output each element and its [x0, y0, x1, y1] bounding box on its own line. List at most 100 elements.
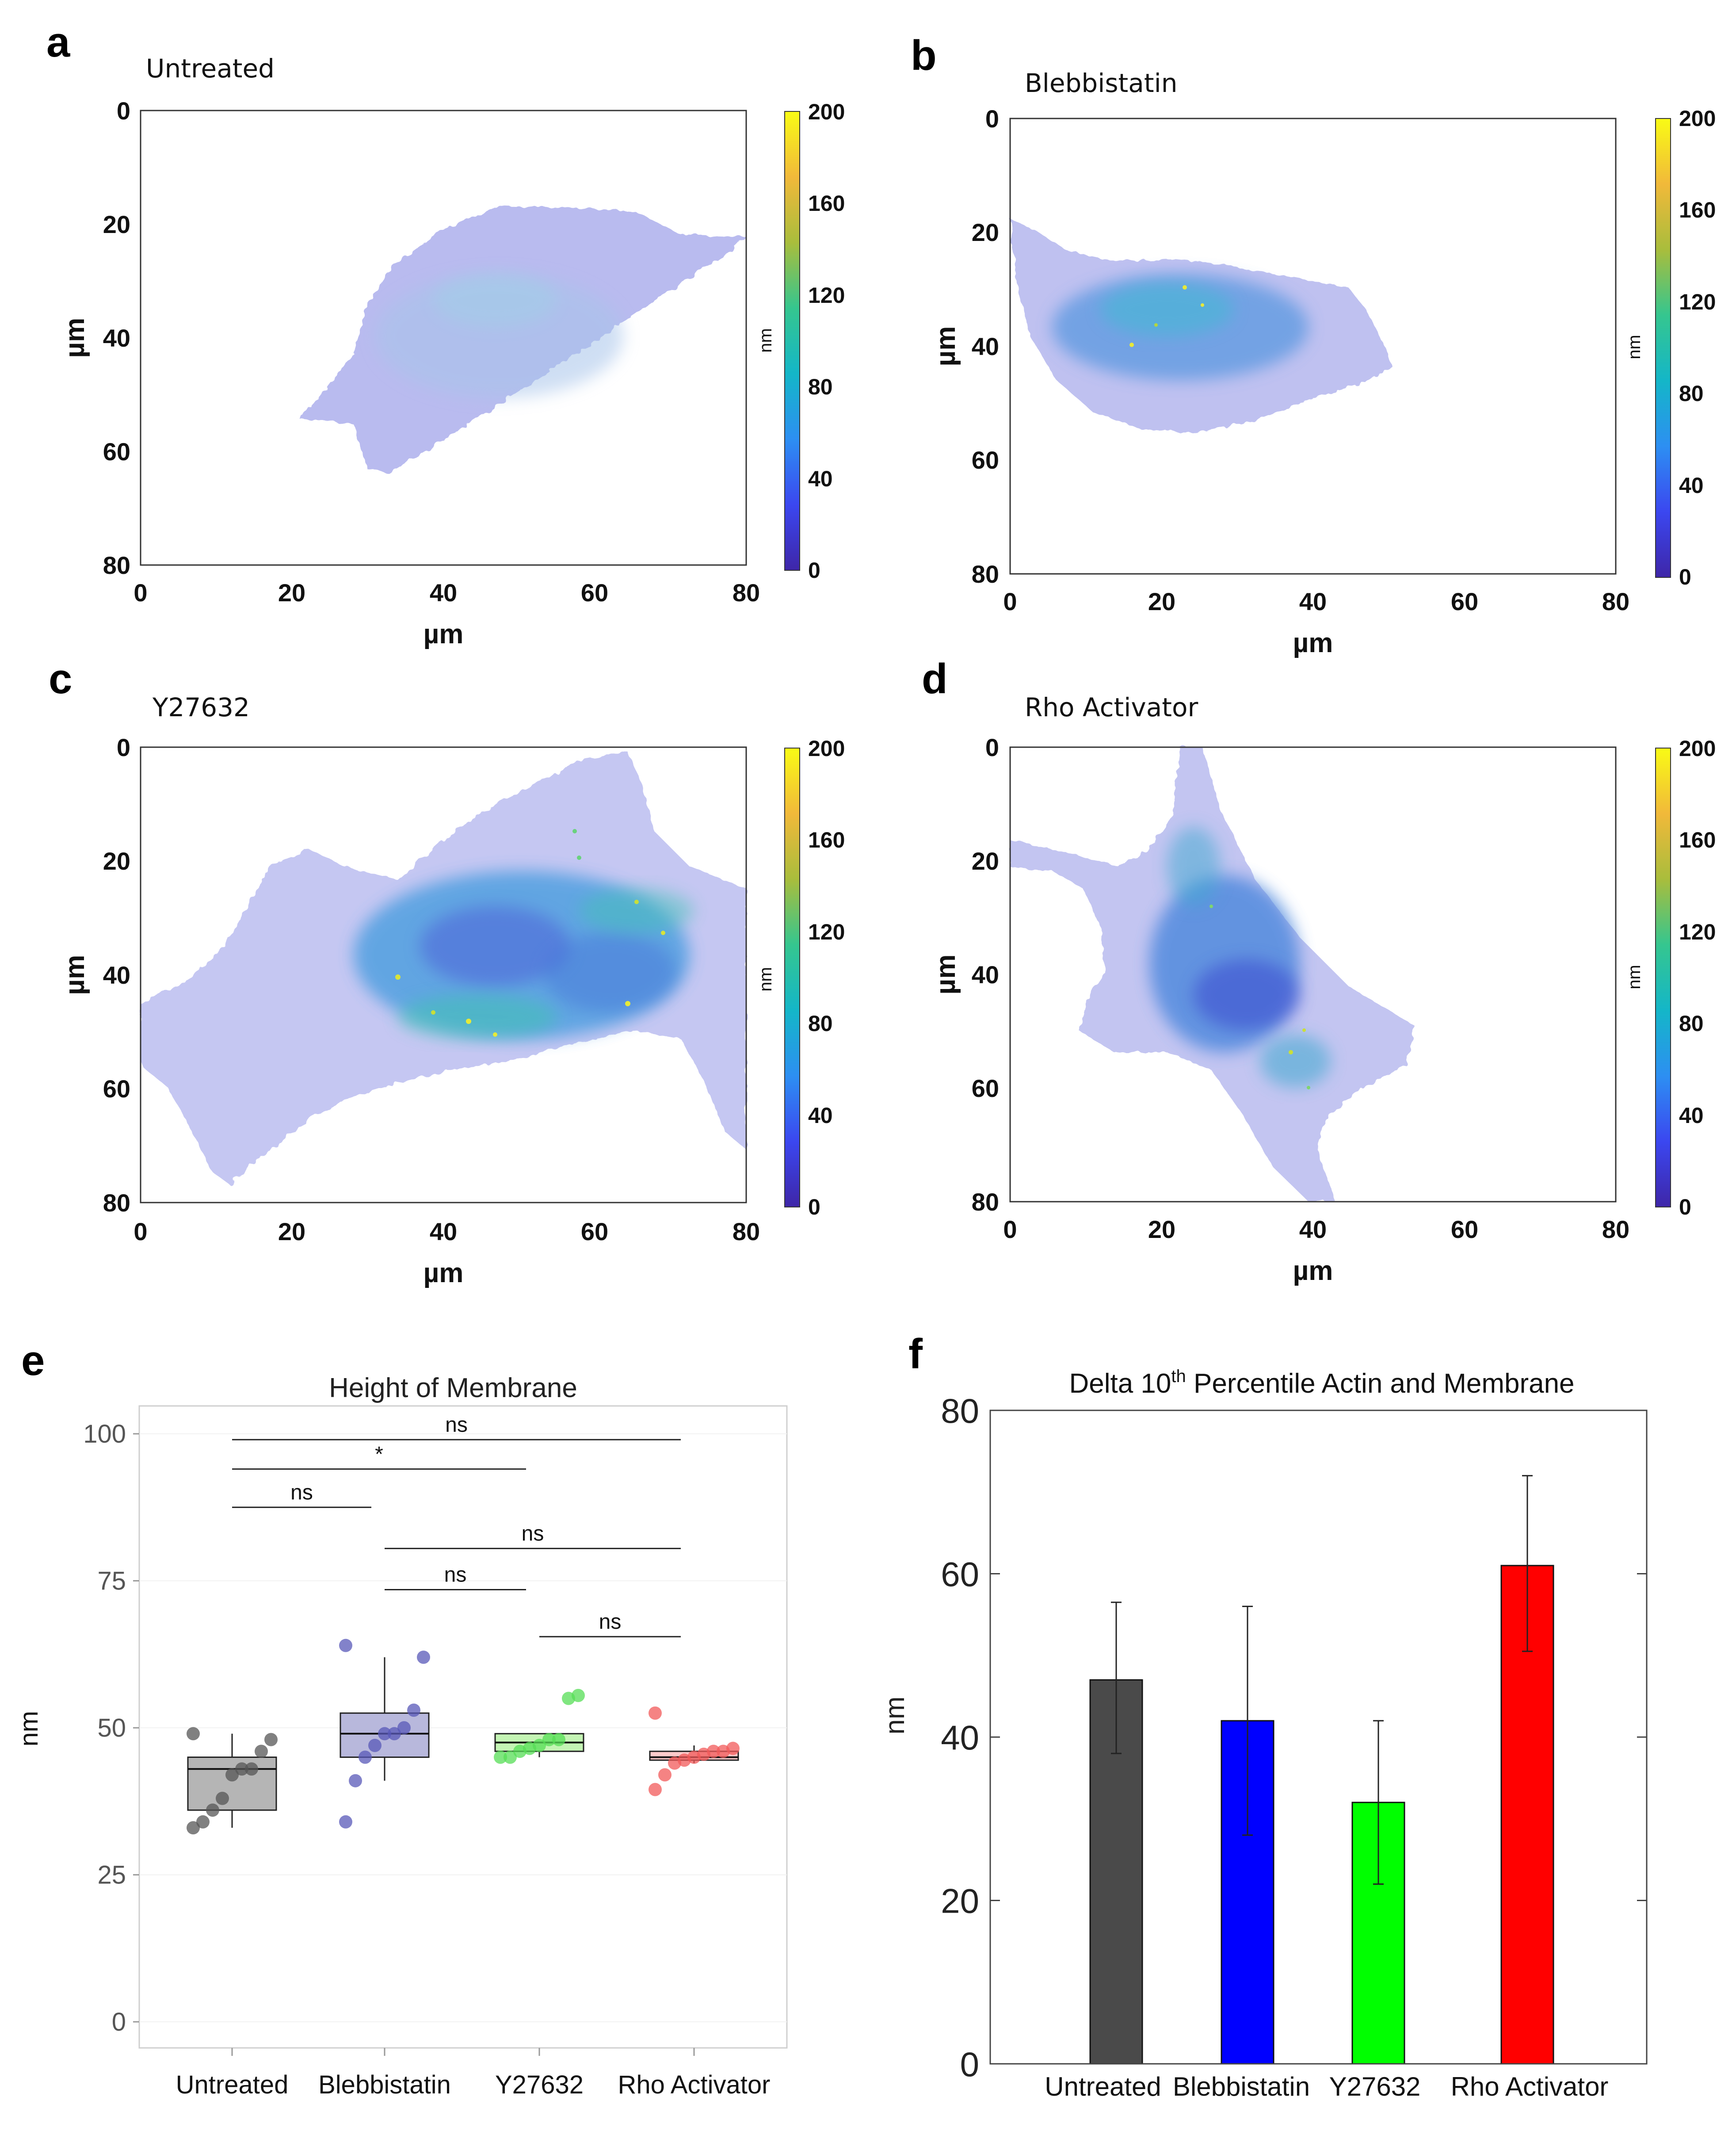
svg-text:20: 20 — [972, 218, 999, 246]
panel-letter: a — [46, 19, 70, 66]
chart-title: Height of Membrane — [329, 1373, 577, 1403]
panel-e: e Height of Membrane ns * ns ns ns ns 0 25 50 75… — [15, 1337, 788, 2099]
svg-text:80: 80 — [1602, 1215, 1629, 1243]
svg-text:0: 0 — [985, 105, 999, 133]
x-axis-categories: Untreated Blebbistatin Y27632 Rho Activator — [1045, 2072, 1608, 2101]
data-point — [504, 1750, 517, 1764]
map-title: Y27632 — [152, 692, 250, 722]
height-map-image — [141, 111, 746, 565]
height-map-image — [141, 747, 746, 1203]
data-point — [216, 1791, 229, 1805]
x-category-label: Rho Activator — [618, 2070, 771, 2099]
x-axis-ticks: 0 20 40 60 80 — [134, 1218, 760, 1245]
bar-series — [1089, 1475, 1554, 2065]
svg-text:0: 0 — [134, 1218, 147, 1245]
svg-text:0: 0 — [134, 579, 147, 607]
panel-letter: d — [922, 655, 948, 703]
box-untreated — [187, 1727, 278, 1835]
svg-text:80: 80 — [103, 551, 130, 579]
x-axis-label: µm — [424, 619, 464, 649]
svg-text:60: 60 — [1451, 588, 1478, 615]
significance-label: ns — [290, 1481, 313, 1504]
svg-text:200: 200 — [1679, 106, 1716, 131]
height-map-image — [1010, 747, 1616, 1202]
x-axis-ticks: 0 20 40 60 80 — [134, 579, 760, 607]
chart-title: Delta 10th Percentile Actin and Membrane — [1069, 1367, 1574, 1399]
colorbar: 200 160 120 80 40 0 nm — [1625, 736, 1716, 1219]
svg-text:40: 40 — [1299, 1215, 1327, 1243]
svg-text:40: 40 — [103, 324, 130, 352]
data-point — [649, 1783, 662, 1796]
svg-text:0: 0 — [1679, 565, 1691, 589]
svg-text:40: 40 — [1679, 1103, 1704, 1128]
svg-text:80: 80 — [1602, 588, 1629, 615]
y-tick-label: 75 — [97, 1567, 126, 1596]
svg-text:40: 40 — [1299, 588, 1327, 615]
svg-text:0: 0 — [1003, 1215, 1017, 1243]
plot-area — [138, 1405, 788, 2049]
colorbar-label: nm — [1625, 965, 1644, 989]
significance-label: ns — [445, 1413, 468, 1436]
data-point — [533, 1738, 546, 1752]
svg-text:60: 60 — [581, 1218, 608, 1245]
map-title: Rho Activator — [1025, 692, 1198, 722]
data-point — [368, 1738, 382, 1752]
y-tick-label: 20 — [941, 1882, 979, 1921]
data-point — [339, 1638, 352, 1652]
x-axis-label: µm — [1293, 628, 1333, 658]
svg-text:0: 0 — [1679, 1195, 1691, 1219]
y-tick-label: 0 — [960, 2045, 979, 2084]
panel-a: a Untreated 0 20 40 60 80 0 20 40 60 80 … — [46, 19, 845, 649]
y-axis-ticks: 0 20 40 60 80 — [941, 1391, 1647, 2084]
significance-label: ns — [444, 1563, 467, 1586]
svg-text:40: 40 — [808, 1103, 833, 1128]
svg-text:160: 160 — [1679, 828, 1716, 852]
x-category-label: Untreated — [1045, 2072, 1161, 2101]
significance-label: ns — [522, 1522, 544, 1545]
y-axis-ticks: 0 20 40 60 80 — [972, 733, 999, 1216]
y-axis-label: µm — [60, 955, 90, 995]
panel-letter: c — [49, 655, 72, 703]
y-axis-label: µm — [931, 326, 961, 367]
svg-text:40: 40 — [103, 961, 130, 989]
y-axis-ticks: 0 25 50 75 100 — [83, 1420, 139, 2036]
y-tick-label: 0 — [112, 2008, 126, 2036]
svg-text:120: 120 — [1679, 290, 1716, 314]
svg-text:0: 0 — [117, 97, 130, 125]
map-title: Untreated — [146, 53, 275, 84]
data-point — [378, 1727, 391, 1741]
x-category-label: Rho Activator — [1451, 2072, 1609, 2101]
box-blebbistatin — [339, 1638, 430, 1829]
data-point — [397, 1721, 411, 1734]
data-point — [187, 1727, 200, 1741]
x-axis-ticks: 0 20 40 60 80 — [1003, 1215, 1629, 1243]
svg-text:80: 80 — [808, 1011, 833, 1036]
svg-text:0: 0 — [808, 1195, 820, 1219]
svg-text:20: 20 — [972, 847, 999, 875]
data-point — [417, 1650, 430, 1664]
x-category-label: Y27632 — [495, 2070, 584, 2099]
svg-text:160: 160 — [808, 191, 845, 216]
svg-text:80: 80 — [1679, 1011, 1704, 1036]
svg-text:40: 40 — [972, 961, 999, 989]
svg-text:0: 0 — [808, 558, 820, 583]
bar-y27632 — [1351, 1720, 1405, 2065]
svg-text:60: 60 — [103, 1075, 130, 1103]
colorbar-label: nm — [756, 967, 775, 992]
svg-text:20: 20 — [103, 210, 130, 238]
y-axis-label: nm — [15, 1711, 43, 1747]
svg-text:40: 40 — [1679, 473, 1704, 498]
height-map-image — [1010, 118, 1616, 574]
data-point — [658, 1768, 672, 1782]
colorbar-label: nm — [756, 328, 775, 353]
data-point — [552, 1733, 565, 1746]
y-axis-label: nm — [880, 1696, 910, 1734]
panel-letter: b — [911, 32, 937, 79]
panel-f: f Delta 10th Percentile Actin and Membra… — [880, 1330, 1648, 2101]
panel-letter: e — [21, 1337, 45, 1384]
box-rho-activator — [649, 1706, 740, 1796]
svg-text:60: 60 — [581, 579, 608, 607]
svg-text:60: 60 — [972, 446, 999, 474]
bar-blebbistatin — [1221, 1605, 1274, 2065]
